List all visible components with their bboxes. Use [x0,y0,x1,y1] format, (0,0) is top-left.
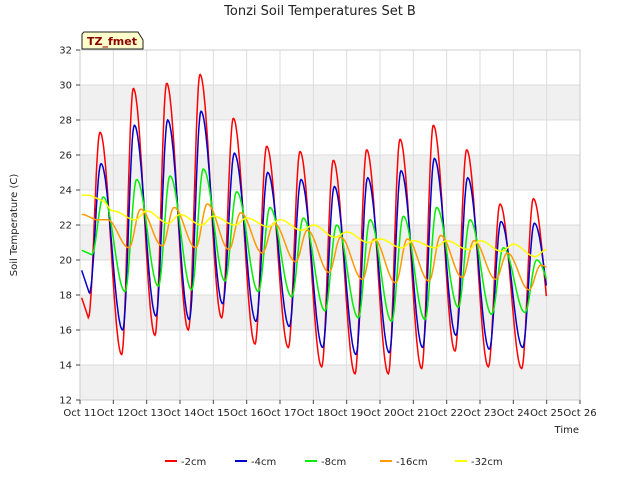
x-tick-label: Oct 22 [430,408,463,419]
y-tick-label: 22 [59,221,72,232]
series-line-neg32cm [81,194,547,258]
tag-label: TZ_fmet [87,35,137,48]
plot-band [80,85,580,120]
y-tick-label: 32 [59,46,72,57]
x-tick-label: Oct 26 [563,408,596,419]
x-tick-label: Oct 24 [497,408,530,419]
y-tick-label: 12 [59,396,72,407]
series-line-neg2cm [80,73,548,376]
x-tick-label: Oct 16 [230,408,263,419]
y-tick-label: 16 [59,326,72,337]
x-tick-label: Oct 23 [463,408,496,419]
x-tick-label: Oct 12 [97,408,130,419]
y-tick-label: 28 [59,116,72,127]
x-tick-label: Oct 15 [197,408,230,419]
series-line-neg16cm [81,203,547,291]
axis-ticks: 12 14 16 18 20 22 24 26 28 30 32 Oct 11 Oct 12 Oct 13… [59,46,596,420]
legend-label: -32cm [471,457,503,468]
tag-box [81,31,144,50]
y-tick-label: 14 [59,361,72,372]
y-tick-label: 20 [59,256,72,267]
tz-fmet-tag: TZ_fmet [81,31,144,50]
legend-label: -16cm [396,457,428,468]
y-tick-label: 24 [59,186,72,197]
legend-label: -2cm [181,457,206,468]
x-tick-label: Oct 17 [263,408,296,419]
legend-entry: -8cm [305,457,346,468]
x-axis-label: Time [554,425,579,436]
y-axis-label: Soil Temperature (C) [9,174,20,277]
y-tick-label: 18 [59,291,72,302]
series-layer [80,73,548,376]
legend-label: -4cm [251,457,276,468]
series-line-neg8cm [81,168,548,323]
x-tick-label: Oct 25 [530,408,563,419]
legend-entry: -32cm [455,457,503,468]
legend-entry: -4cm [235,457,276,468]
legend: -2cm -4cm -8cm -16cm -32cm [165,457,503,468]
x-tick-label: Oct 11 [63,408,96,419]
plot-band [80,295,580,330]
x-tick-label: Oct 14 [163,408,196,419]
plot-band [80,365,580,400]
legend-label: -8cm [321,457,346,468]
y-tick-label: 30 [59,81,72,92]
chart-title: Tonzi Soil Temperatures Set B [223,4,416,19]
legend-entry: -16cm [380,457,428,468]
y-tick-label: 26 [59,151,72,162]
x-tick-label: Oct 19 [330,408,363,419]
x-tick-label: Oct 18 [297,408,330,419]
x-tick-label: Oct 13 [130,408,163,419]
x-tick-label: Oct 20 [363,408,396,419]
x-tick-label: Oct 21 [397,408,430,419]
legend-entry: -2cm [165,457,206,468]
